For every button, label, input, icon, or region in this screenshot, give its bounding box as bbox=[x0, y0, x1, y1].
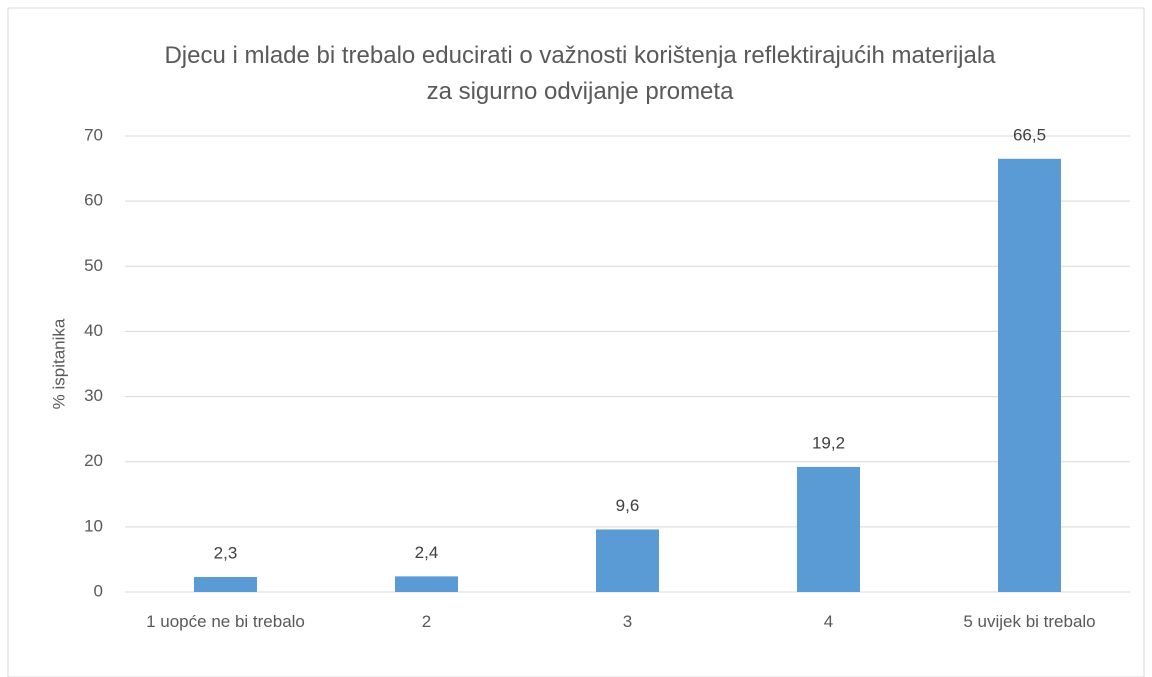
y-tick-label: 50 bbox=[84, 256, 103, 275]
bar bbox=[797, 466, 860, 592]
x-tick-label: 1 uopće ne bi trebalo bbox=[146, 612, 305, 631]
bar bbox=[596, 529, 659, 592]
x-tick-label: 3 bbox=[622, 612, 633, 631]
data-label: 66,5 bbox=[1013, 125, 1046, 144]
x-tick-label: 5 uvijek bi trebalo bbox=[963, 612, 1096, 631]
data-label: 9,6 bbox=[616, 496, 640, 515]
y-tick-label: 30 bbox=[84, 386, 103, 405]
bar bbox=[998, 158, 1061, 593]
bar bbox=[194, 577, 257, 592]
y-tick-label: 70 bbox=[84, 125, 103, 144]
y-tick-label: 60 bbox=[84, 191, 103, 210]
chart-frame bbox=[7, 7, 1145, 677]
data-label: 2,4 bbox=[415, 543, 439, 562]
x-tick-label: 2 bbox=[421, 612, 432, 631]
x-tick-label: 4 bbox=[823, 612, 834, 631]
y-axis-label: % ispitanika bbox=[49, 318, 68, 409]
data-label: 19,2 bbox=[812, 433, 845, 452]
chart-title: Djecu i mlade bi trebalo educirati o važ… bbox=[164, 42, 996, 105]
y-tick-label: 10 bbox=[84, 516, 103, 535]
bar bbox=[395, 576, 458, 592]
y-tick-label: 0 bbox=[94, 581, 103, 600]
y-tick-label: 40 bbox=[84, 321, 103, 340]
data-label: 2,3 bbox=[214, 544, 238, 563]
y-tick-label: 20 bbox=[84, 451, 103, 470]
